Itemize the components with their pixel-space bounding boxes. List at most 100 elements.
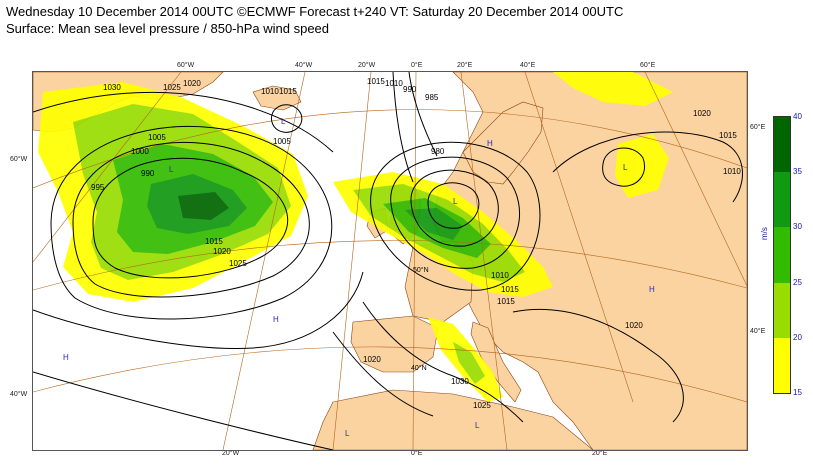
isobar-label: 1005 [273, 137, 291, 146]
lon-label-right: 40°E [750, 328, 766, 335]
isobar-label: 990 [403, 85, 417, 94]
parallel-line [33, 346, 747, 403]
wind-band-20-25 [453, 342, 485, 384]
iceland-landmass [252, 85, 302, 111]
isobar-line [408, 72, 438, 157]
isobar-label: 1025 [229, 259, 247, 268]
isobar-line [33, 91, 334, 153]
isobar-line [390, 156, 521, 269]
colorbar-tick: 35 [793, 167, 802, 176]
isobar-label: 1015 [367, 77, 385, 86]
wind-band-15-20 [553, 72, 673, 106]
isobar-label: 1010 [385, 79, 403, 88]
parallel-line [33, 240, 747, 291]
lon-label-top: 40°E [520, 62, 536, 69]
low-centre-marker: L [453, 197, 458, 206]
isobar-label: 1015 [719, 131, 737, 140]
lat-label-inner: 40°N [411, 364, 427, 372]
isobar-label: 990 [141, 169, 155, 178]
low-centre-marker: L [281, 117, 286, 126]
colorbar-tick: 25 [793, 278, 802, 287]
isobar-label: 1000 [131, 147, 149, 156]
high-centre-marker: H [487, 139, 493, 148]
high-centre-marker: H [273, 315, 279, 324]
low-centre-marker: L [169, 165, 174, 174]
graticule [33, 72, 747, 450]
forecast-map: 1030 1025 1020 1005 1000 995 990 1015 10… [32, 71, 748, 451]
forecast-title: Wednesday 10 December 2014 00UTC ©ECMWF … [6, 4, 624, 19]
lon-label-top: 0°E [411, 62, 423, 69]
north-africa-landmass [312, 389, 594, 450]
isobar-label: 1020 [363, 355, 381, 364]
isobar-line [512, 308, 684, 423]
isobar-line [392, 72, 414, 183]
colorbar-segment-25-30 [774, 227, 790, 283]
land-masses [33, 72, 747, 450]
lon-label-top: 60°W [177, 62, 195, 69]
lon-label-top: 40°W [295, 62, 313, 69]
isobar-labels: 1030 1025 1020 1005 1000 995 990 1015 10… [91, 77, 741, 410]
isobar-label: 1015 [279, 87, 297, 96]
colorbar-tick: 20 [793, 333, 802, 342]
isobar-line [72, 142, 310, 298]
isobar-line [552, 131, 743, 203]
isobar-line [332, 331, 434, 417]
isobar-label: 1020 [693, 109, 711, 118]
lon-label-bottom: 20°W [222, 450, 240, 457]
parallel-line [33, 109, 747, 189]
isobar-line [33, 271, 364, 349]
isobar-line [50, 125, 333, 320]
meridian-line [644, 72, 747, 287]
pressure-centres: L L L L H H H H L L [63, 117, 655, 438]
meridian-line [460, 72, 508, 450]
lat-label-inner: 50°N [413, 266, 429, 274]
isobar-line [602, 147, 645, 187]
low-centre-marker: L [475, 421, 480, 430]
lon-label-bottom: 20°E [592, 450, 608, 457]
forecast-subtitle: Surface: Mean sea level pressure / 850-h… [6, 21, 330, 36]
isobar-line [270, 104, 303, 133]
lon-label-left: 60°W [10, 156, 28, 163]
lon-label-left: 40°W [10, 391, 28, 398]
map-canvas: 1030 1025 1020 1005 1000 995 990 1015 10… [33, 72, 747, 450]
isobar-line [410, 169, 499, 247]
scandinavia-peninsula [462, 101, 544, 185]
isobar-label: 1015 [205, 237, 223, 246]
lon-label-bottom: 0°E [411, 450, 423, 457]
wind-speed-colorbar [773, 116, 791, 394]
colorbar-tick: 40 [793, 112, 802, 121]
lon-label-top: 20°W [358, 62, 376, 69]
lon-label-top: 20°E [457, 62, 473, 69]
isobar-label: 1010 [491, 271, 509, 280]
isobar-label: 1010 [723, 167, 741, 176]
high-centre-marker: H [649, 285, 655, 294]
wind-band-15-20 [615, 134, 669, 198]
meridian-line [412, 72, 417, 450]
isobar-label: 1010 [261, 87, 279, 96]
isobar-label: 995 [91, 183, 105, 192]
colorbar-unit: m/s [760, 227, 769, 240]
isobar-label: 1020 [625, 321, 643, 330]
isobar-label: 1030 [103, 83, 121, 92]
isobar-label: 1005 [148, 133, 166, 142]
low-centre-marker: L [345, 429, 350, 438]
isobar-label: 1015 [497, 297, 515, 306]
isobar-line [92, 157, 289, 279]
colorbar-segment-15-20 [774, 338, 790, 393]
isobar-line [370, 141, 541, 291]
isobar-label: 1025 [473, 401, 491, 410]
isobar-label: 1015 [501, 285, 519, 294]
meridian-line [33, 72, 182, 263]
colorbar-segment-30-35 [774, 172, 790, 227]
meridian-line [332, 72, 372, 450]
isobars [33, 72, 743, 450]
wind-band-35-40 [178, 192, 229, 220]
isobar-label: 1030 [451, 377, 469, 386]
low-centre-marker: L [623, 163, 628, 172]
lon-label-top: 60°E [640, 62, 656, 69]
isobar-label: 985 [425, 93, 439, 102]
isobar-label: 980 [431, 147, 445, 156]
isobar-line [33, 371, 334, 450]
colorbar-tick: 15 [793, 388, 802, 397]
wind-band-30-35 [405, 208, 463, 240]
